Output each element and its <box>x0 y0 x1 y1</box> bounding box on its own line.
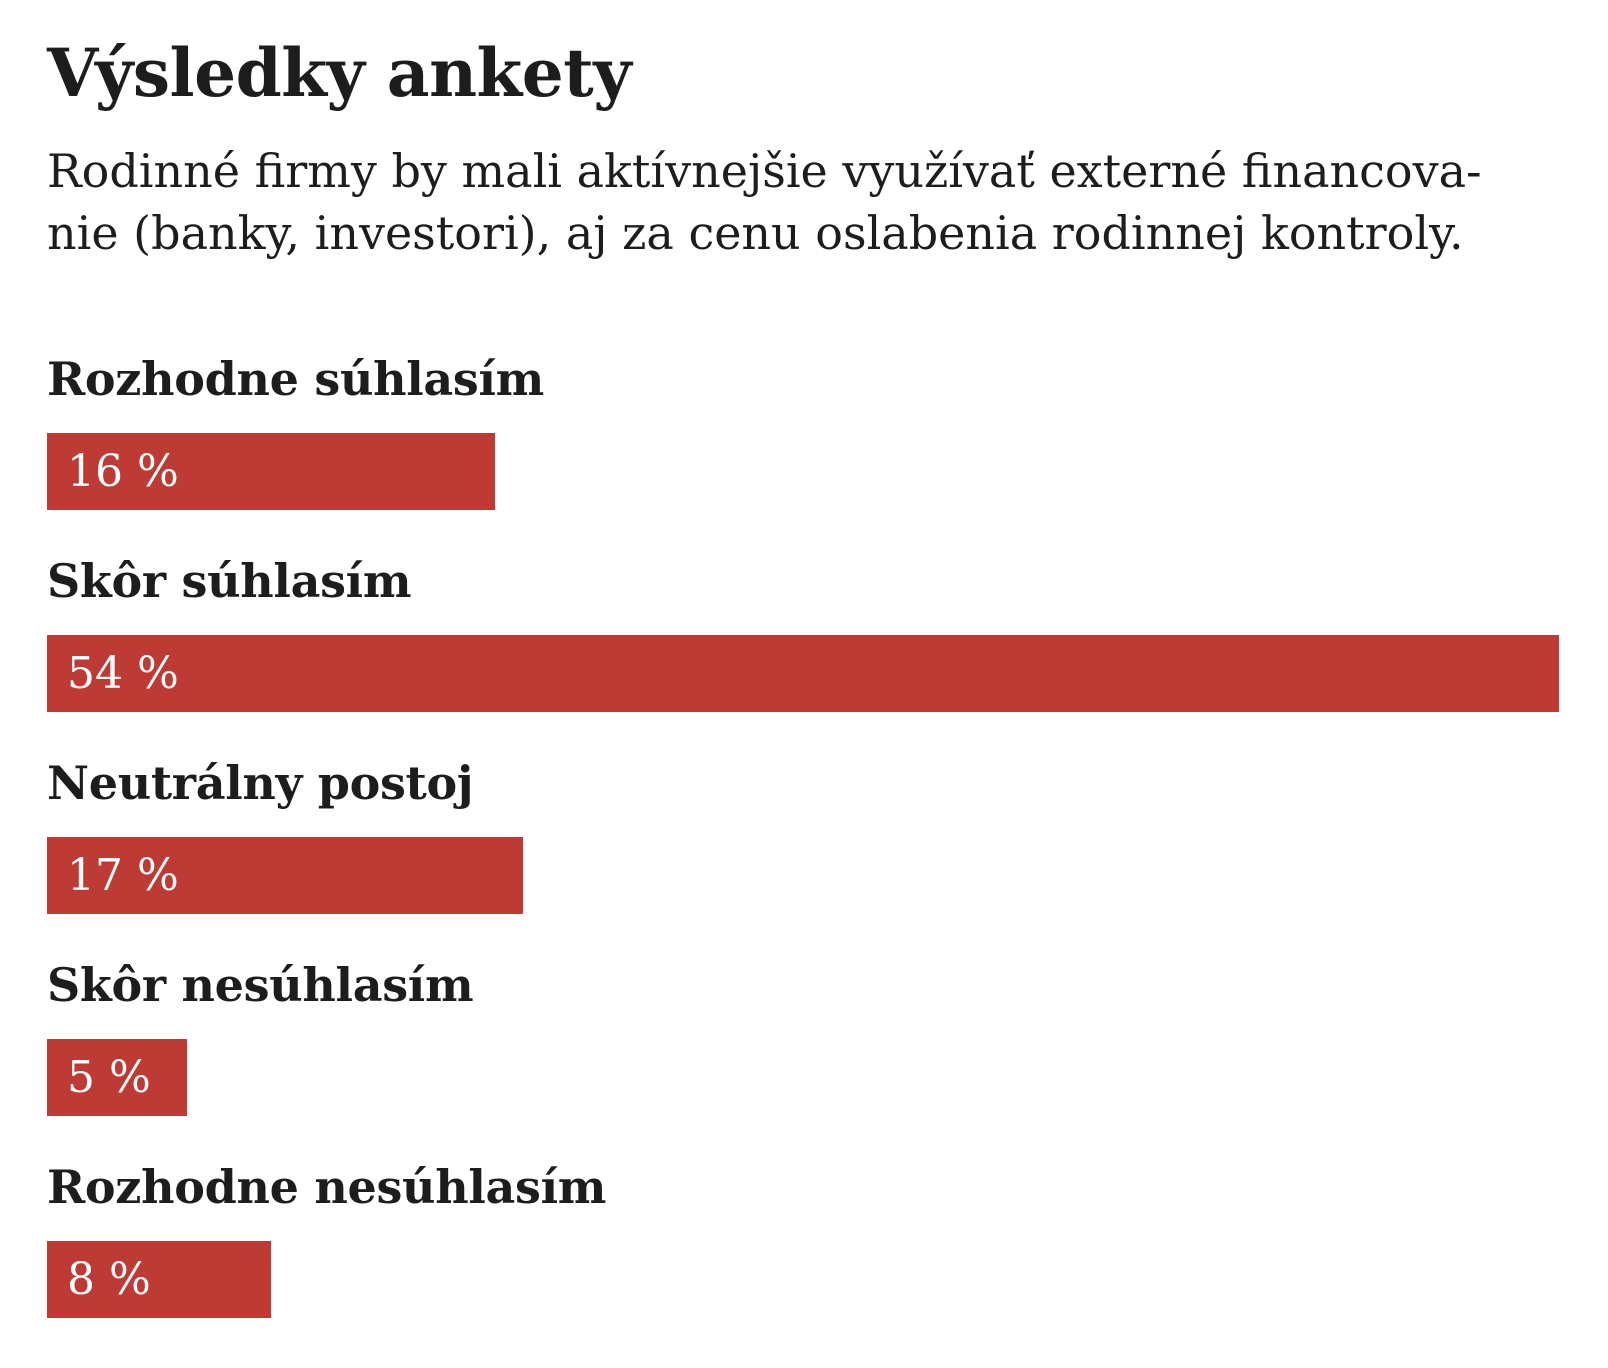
bar-row: Rozhodne súhlasím 16 % <box>47 352 1559 510</box>
bar-category-label: Skôr nesúhlasím <box>47 957 474 1012</box>
bar-category-label: Skôr súhlasím <box>47 553 412 608</box>
chart-subtitle-line-1: Rodinné firmy by mali aktívnejšie využív… <box>47 143 1482 198</box>
poll-results-chart: Výsledky ankety Rodinné firmy by mali ak… <box>47 34 1559 1318</box>
bar-row: Rozhodne nesúhlasím 8 % <box>47 1160 1559 1318</box>
bar-row: Skôr súhlasím 54 % <box>47 554 1559 712</box>
bar-value-label: 5 % <box>67 1051 151 1103</box>
bar-value-label: 17 % <box>67 849 179 901</box>
chart-subtitle: Rodinné firmy by mali aktívnejšie využív… <box>47 140 1559 264</box>
bar: 8 % <box>47 1240 271 1318</box>
bar-rows: Rozhodne súhlasím 16 % Skôr súhlasím 54 … <box>47 352 1559 1318</box>
bar: 54 % <box>47 634 1559 712</box>
bar-value-label: 8 % <box>67 1253 151 1305</box>
bar: 16 % <box>47 432 495 510</box>
chart-subtitle-line-2: nie (banky, investori), aj za cenu oslab… <box>47 205 1464 260</box>
bar-value-label: 16 % <box>67 445 179 497</box>
bar-category-label: Neutrálny postoj <box>47 755 474 810</box>
bar-value-label: 54 % <box>67 647 179 699</box>
bar-category-label: Rozhodne súhlasím <box>47 351 545 406</box>
bar: 17 % <box>47 836 523 914</box>
bar: 5 % <box>47 1038 187 1116</box>
bar-row: Skôr nesúhlasím 5 % <box>47 958 1559 1116</box>
bar-category-label: Rozhodne nesúhlasím <box>47 1159 607 1214</box>
bar-row: Neutrálny postoj 17 % <box>47 756 1559 914</box>
chart-title: Výsledky ankety <box>47 34 632 112</box>
